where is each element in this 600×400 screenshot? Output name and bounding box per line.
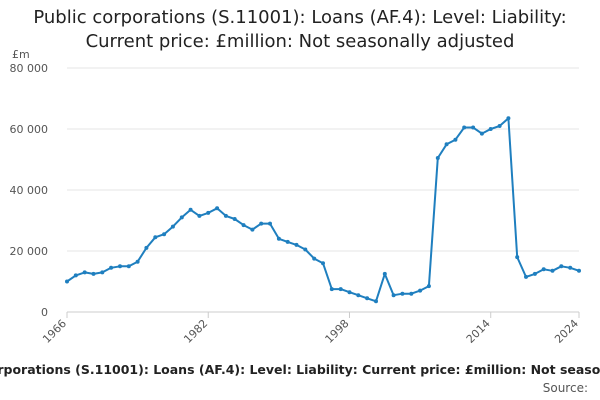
data-point xyxy=(241,223,246,228)
data-point xyxy=(135,259,140,264)
data-point xyxy=(223,213,228,218)
data-point xyxy=(179,215,184,220)
data-point xyxy=(100,270,105,275)
data-point xyxy=(550,268,555,273)
data-point xyxy=(541,267,546,272)
data-point xyxy=(338,287,343,292)
grid-lines xyxy=(67,67,579,252)
x-axis: 1966 1982 1998 2014 2024 xyxy=(40,311,581,346)
x-tick-label: 1998 xyxy=(323,317,352,346)
data-point xyxy=(197,213,202,218)
data-point xyxy=(400,291,405,296)
data-point xyxy=(524,274,528,279)
x-tick-label: 2014 xyxy=(464,317,493,346)
data-point xyxy=(215,206,220,211)
data-point xyxy=(294,242,299,247)
data-point xyxy=(109,265,114,270)
data-point xyxy=(285,239,290,244)
data-point xyxy=(268,221,272,226)
data-point xyxy=(206,210,211,215)
data-point xyxy=(153,235,158,240)
series-group xyxy=(65,116,581,304)
data-point xyxy=(444,142,449,147)
data-point xyxy=(321,261,325,266)
chart-title-line-2: Current price: £million: Not seasonally … xyxy=(85,31,515,52)
data-point xyxy=(559,264,564,269)
data-point xyxy=(356,293,361,298)
line-chart: 0 20 000 40 000 60 000 80 000 £m 1966 1982 199… xyxy=(10,48,582,346)
data-point xyxy=(409,291,414,296)
y-axis: 0 20 000 40 000 60 000 80 000 xyxy=(10,62,49,319)
data-point xyxy=(382,271,387,276)
chart-title: Public corporations (S.11001): Loans (AF… xyxy=(0,6,600,54)
data-point xyxy=(232,217,237,221)
series-line xyxy=(66,117,580,303)
data-point xyxy=(515,255,520,260)
data-point xyxy=(488,127,493,131)
chart-title-line-1: Public corporations (S.11001): Loans (AF… xyxy=(33,7,567,28)
data-point xyxy=(577,268,581,273)
data-point xyxy=(126,264,131,269)
y-tick-label: 0 xyxy=(41,306,48,319)
data-point xyxy=(118,264,122,269)
data-point xyxy=(391,293,396,298)
data-point xyxy=(276,236,281,241)
y-tick-label: 20 000 xyxy=(10,245,49,258)
data-point xyxy=(144,245,149,250)
data-point xyxy=(365,296,370,301)
data-point xyxy=(329,287,334,292)
data-point xyxy=(303,247,308,252)
data-point xyxy=(532,271,537,276)
chart-caption-text: Public corporations (S.11001): Loans (AF… xyxy=(0,362,600,377)
chart-caption: Public corporations (S.11001): Loans (AF… xyxy=(0,362,600,377)
data-point xyxy=(162,232,167,237)
data-point xyxy=(259,221,264,226)
data-point xyxy=(188,207,193,212)
data-point xyxy=(170,224,175,229)
data-point xyxy=(435,156,440,160)
data-point xyxy=(568,265,573,270)
data-point xyxy=(462,125,467,130)
data-point xyxy=(250,227,255,232)
data-point xyxy=(73,273,78,278)
data-point xyxy=(82,270,87,275)
y-tick-label: 60 000 xyxy=(10,123,49,136)
data-point xyxy=(418,288,423,293)
x-tick-label: 2024 xyxy=(552,317,581,346)
data-point xyxy=(374,299,378,304)
source-label: Source: xyxy=(542,381,588,395)
x-tick-label: 1966 xyxy=(40,317,69,346)
data-point xyxy=(347,290,352,295)
x-tick-label: 1982 xyxy=(181,317,210,346)
data-point xyxy=(65,279,69,284)
y-axis-unit-label: £m xyxy=(12,48,30,61)
data-point xyxy=(506,116,511,121)
data-point xyxy=(453,137,458,142)
y-tick-label: 80 000 xyxy=(10,62,49,75)
data-point xyxy=(91,271,96,276)
data-point xyxy=(479,131,484,136)
data-point xyxy=(426,284,431,289)
data-point xyxy=(471,125,476,130)
y-tick-label: 40 000 xyxy=(10,184,49,197)
data-point xyxy=(312,256,317,261)
data-point xyxy=(497,124,502,128)
